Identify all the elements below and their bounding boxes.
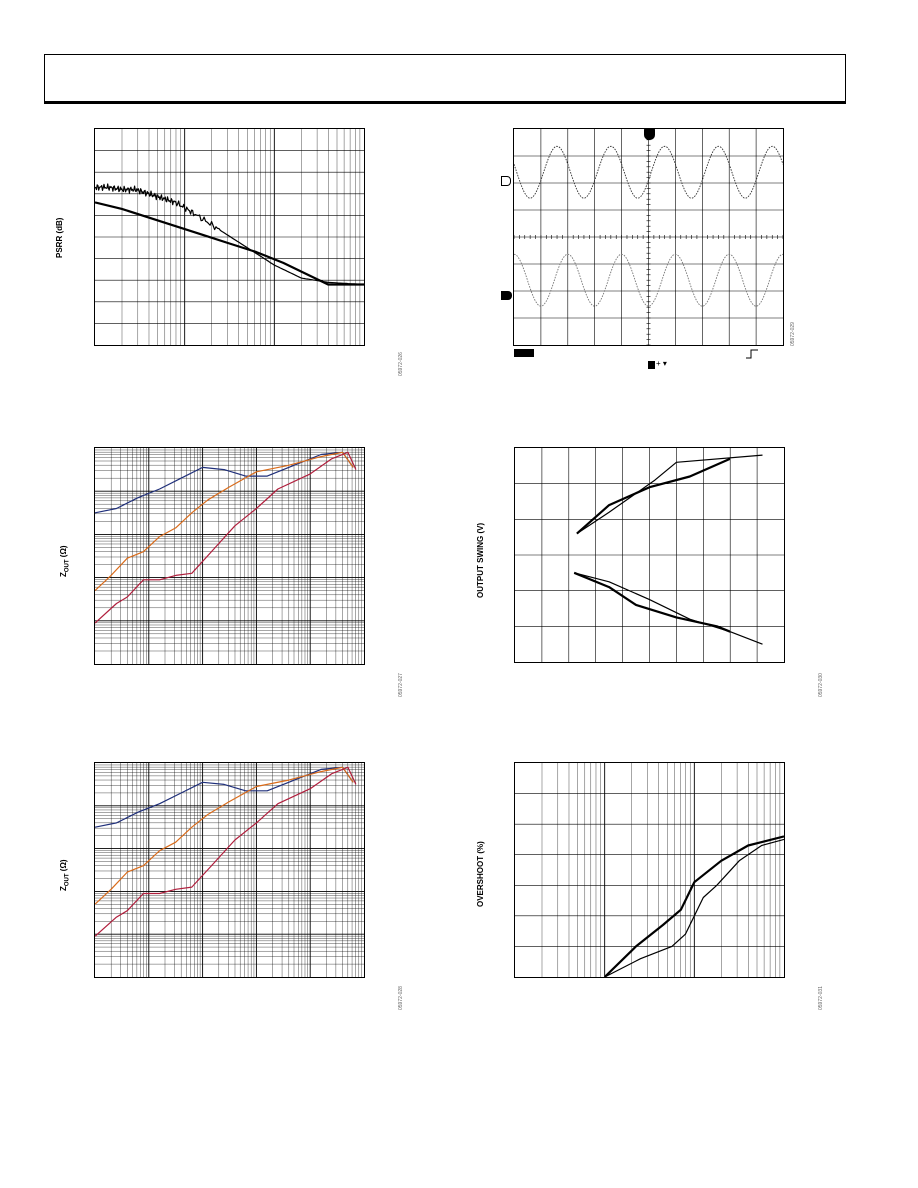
overshoot-plot <box>514 762 785 978</box>
waveform-trace-2 <box>514 253 783 307</box>
trigger-edge-icon <box>746 349 758 359</box>
series-line-2 <box>95 201 364 286</box>
series-line-1 <box>95 183 364 286</box>
figure-id: 05972-031 <box>818 986 824 1010</box>
series-line-1 <box>576 454 763 535</box>
series-line-1 <box>95 766 354 828</box>
zout-1-y-axis-label: ZOUT (Ω) <box>59 545 71 577</box>
timebase-arrows-icon: + ▾ <box>656 359 667 368</box>
figure-id: 05972-029 <box>790 322 796 346</box>
figure-id: 05972-030 <box>818 673 824 697</box>
series-line-4 <box>573 571 731 633</box>
overshoot-svg <box>515 763 784 977</box>
output-swing-plot <box>514 447 785 663</box>
series-line-1 <box>95 451 354 514</box>
series-line-2 <box>95 766 354 905</box>
header-rule <box>44 101 846 104</box>
series-line-2 <box>604 838 784 977</box>
psrr-plot <box>94 128 365 346</box>
figure-id: 05972-027 <box>398 673 404 697</box>
series-line-3 <box>574 572 763 645</box>
zout-2-svg <box>95 763 364 977</box>
swing-y-axis-label: OUTPUT SWING (V) <box>476 522 485 598</box>
figure-id: 05972-028 <box>398 986 404 1010</box>
series-line-3 <box>95 766 357 937</box>
channel-1-marker-icon <box>501 176 511 186</box>
zout-1-svg <box>95 448 364 664</box>
zout-2-y-axis-label: ZOUT (Ω) <box>59 859 71 891</box>
overshoot-y-axis-label: OVERSHOOT (%) <box>476 841 485 907</box>
series-line-2 <box>576 457 731 535</box>
series-line-3 <box>95 451 357 624</box>
timebase-marker-icon <box>648 361 655 369</box>
trigger-position-icon <box>644 128 655 140</box>
series-line-2 <box>95 451 354 592</box>
scope-svg <box>514 129 783 345</box>
psrr-svg <box>95 129 364 345</box>
zout-plot-1 <box>94 447 365 665</box>
series-line-1 <box>603 835 784 977</box>
figure-id: 05972-026 <box>398 352 404 376</box>
page-header-box <box>44 54 846 103</box>
channel-2-marker-icon <box>501 291 512 300</box>
channel-label-block <box>514 349 534 357</box>
zout-plot-2 <box>94 762 365 978</box>
psrr-y-axis-label: PSRR (dB) <box>55 217 64 258</box>
scope-plot <box>513 128 784 346</box>
swing-svg <box>515 448 784 662</box>
